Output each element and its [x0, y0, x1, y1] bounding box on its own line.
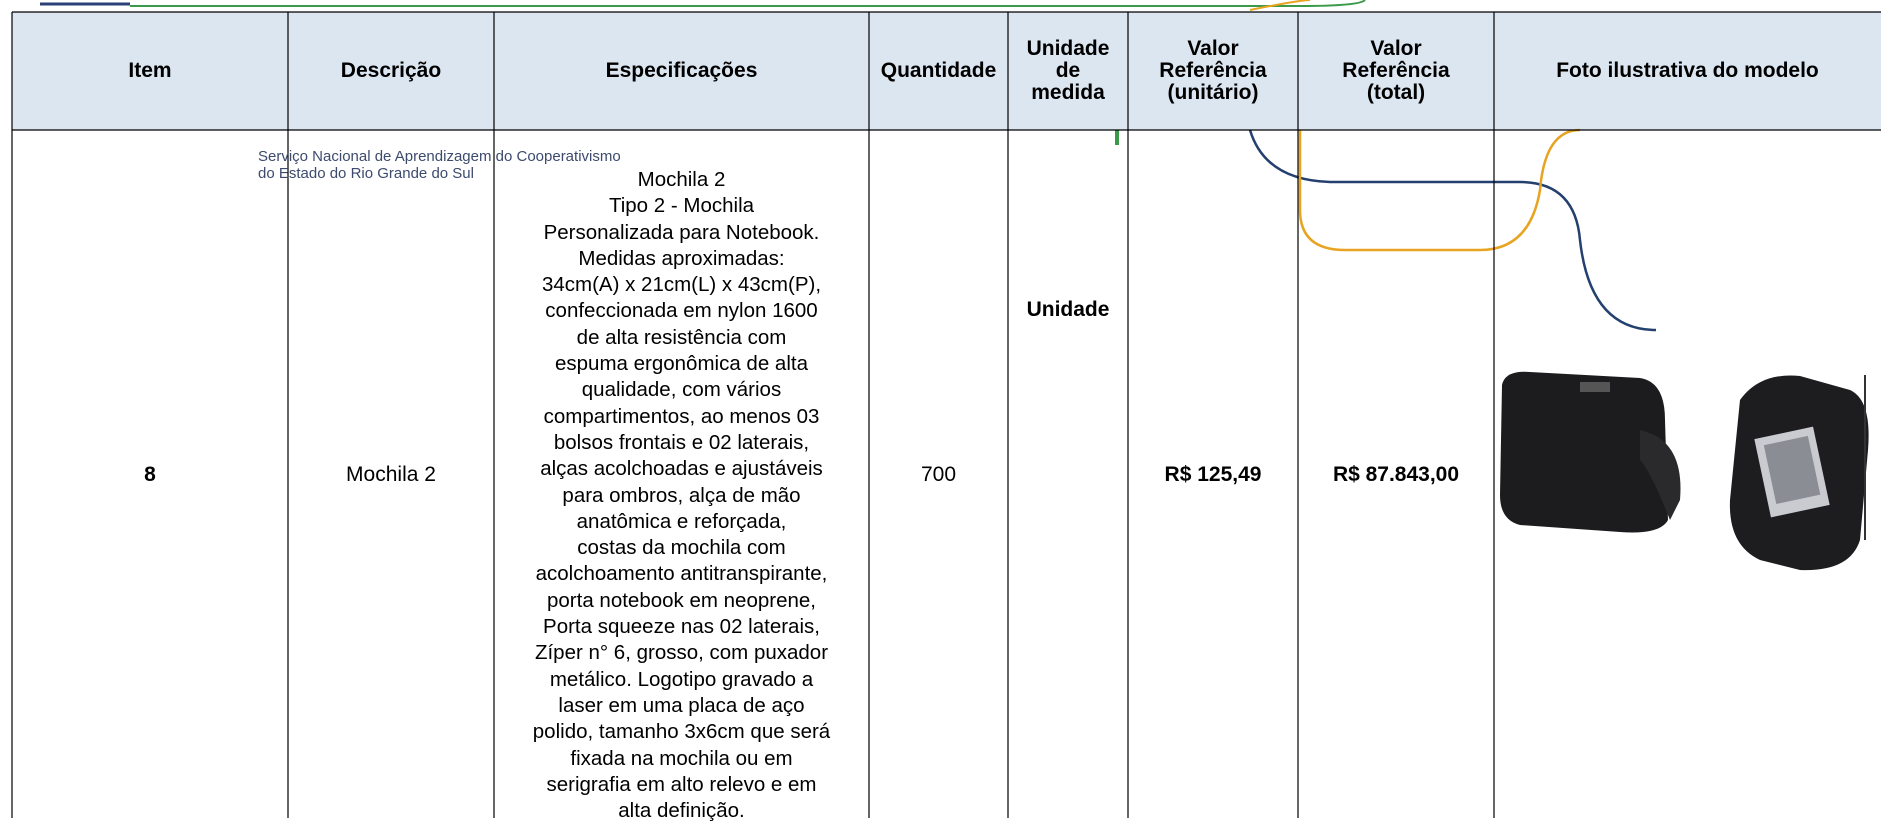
cell-text: 700 — [920, 463, 957, 486]
header-text: (unitário) — [1167, 81, 1259, 104]
header-cell: Valor Referência (total) — [1298, 12, 1494, 130]
header-cell: Especificações — [494, 12, 869, 130]
spec-line: Mochila 2 — [637, 168, 726, 191]
header-text: de — [1055, 59, 1081, 82]
header-text: Descrição — [340, 59, 442, 82]
decor — [1249, 0, 1311, 11]
spec-line: fixada na mochila ou em — [570, 746, 793, 770]
header-cell: Unidade de medida — [1008, 12, 1128, 130]
header-text: Quantidade — [880, 59, 997, 82]
header-text: medida — [1031, 81, 1105, 104]
cell-text: Mochila 2 — [346, 463, 436, 486]
header-text: Valor — [1370, 37, 1422, 60]
cell: 700 — [869, 130, 1008, 820]
spec-line: polido, tamanho 3x6cm que será — [532, 720, 831, 744]
cell-text: R$ 87.843,00 — [1332, 463, 1460, 486]
spec-line: alta definição. — [618, 799, 745, 823]
header-bg — [12, 12, 1881, 130]
header-text: Referência — [1342, 59, 1450, 82]
cell: Mochila 2 — [288, 130, 494, 820]
header-text: Valor — [1187, 37, 1239, 60]
decor — [1248, 129, 1657, 332]
backpack-photo — [1500, 371, 1869, 571]
header-text: Especificações — [605, 59, 758, 82]
spec-line: para ombros, alça de mão — [562, 483, 801, 507]
watermark-line: Serviço Nacional de Aprendizagem do Coop… — [258, 148, 621, 165]
spec-line: laser em uma placa de aço — [558, 693, 805, 717]
cell: R$ 125,49 — [1128, 130, 1298, 820]
header-cell: Foto ilustrativa do modelo — [1494, 12, 1881, 130]
spec-line: Porta squeeze nas 02 laterais, — [543, 615, 820, 639]
header-text: Unidade — [1026, 37, 1110, 60]
cell-text: R$ 125,49 — [1164, 463, 1262, 486]
decor — [130, 0, 1366, 7]
header-cell: Valor Referência (unitário) — [1128, 12, 1298, 130]
spec-line: alças acolchoadas e ajustáveis — [540, 457, 823, 481]
cell: R$ 87.843,00 — [1298, 130, 1494, 820]
spec-line: Personalizada para Notebook. — [543, 220, 820, 244]
spec-line: qualidade, com vários — [581, 378, 782, 402]
header-cell: Item — [12, 12, 288, 130]
spec-line: acolchoamento antitranspirante, — [535, 562, 828, 586]
spec-line: serigrafia em alto relevo e em — [546, 772, 817, 796]
header-text: Foto ilustrativa do modelo — [1556, 59, 1819, 82]
spec-line: 34cm(A) x 21cm(L) x 43cm(P), — [541, 273, 822, 297]
spec-line: porta notebook em neoprene, — [547, 588, 816, 612]
header-cell: Quantidade — [869, 12, 1008, 130]
decor — [1298, 128, 1581, 252]
spec-line: Medidas aproximadas: — [578, 246, 785, 270]
cell-text: Unidade — [1026, 298, 1110, 321]
spec-line: compartimentos, ao menos 03 — [543, 404, 820, 428]
spec-line: de alta resistência com — [576, 325, 787, 349]
spec-line: confeccionada em nylon 1600 — [545, 299, 818, 323]
watermark-line: do Estado do Rio Grande do Sul — [258, 165, 474, 182]
spec-line: espuma ergonômica de alta — [555, 352, 808, 376]
spec-line: metálico. Logotipo gravado a — [549, 667, 814, 691]
header-cell: Descrição — [288, 12, 494, 130]
specification-text: Mochila 2 Tipo 2 - Mochila Personalizada p… — [494, 167, 869, 824]
cell: Unidade — [1008, 130, 1128, 820]
header-text: Item — [128, 59, 172, 82]
cell: 8 — [12, 130, 288, 820]
header-text: (total) — [1366, 81, 1426, 104]
spec-line: Zíper n° 6, grosso, com puxador — [534, 641, 829, 665]
table-grid — [11, 11, 1881, 818]
header-text: Referência — [1159, 59, 1267, 82]
cell-text: 8 — [144, 463, 156, 486]
watermark: Serviço Nacional de Aprendizagem do Coop… — [258, 148, 621, 182]
spec-line: Tipo 2 - Mochila — [608, 194, 755, 218]
spec-line: costas da mochila com — [577, 536, 786, 560]
spec-line: anatômica e reforçada, — [576, 509, 787, 533]
spec-line: bolsos frontais e 02 laterais, — [553, 430, 810, 454]
